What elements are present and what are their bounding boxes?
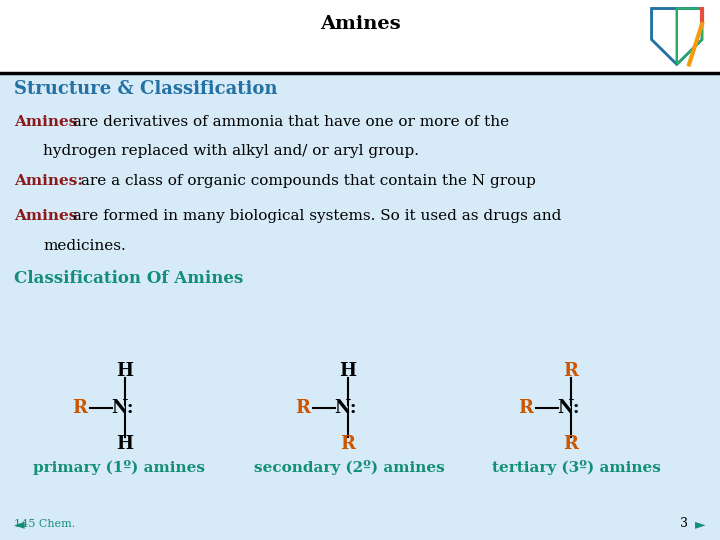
Text: ◄: ◄: [14, 517, 25, 531]
Text: N:: N:: [334, 399, 357, 417]
Text: secondary (2º) amines: secondary (2º) amines: [254, 460, 444, 475]
Text: R: R: [72, 399, 86, 417]
Text: R: R: [564, 435, 578, 454]
Text: N:: N:: [111, 399, 134, 417]
Text: H: H: [116, 362, 133, 380]
Text: are a class of organic compounds that contain the N group: are a class of organic compounds that co…: [76, 174, 536, 188]
Text: R: R: [518, 399, 533, 417]
Text: R: R: [341, 435, 355, 454]
Text: 1957: 1957: [25, 53, 47, 63]
Text: Classification Of Amines: Classification Of Amines: [14, 269, 243, 287]
Text: R: R: [564, 362, 578, 380]
Text: N:: N:: [557, 399, 580, 417]
Text: are formed in many biological systems. So it used as drugs and: are formed in many biological systems. S…: [68, 209, 562, 223]
FancyBboxPatch shape: [0, 0, 720, 73]
Text: R: R: [295, 399, 310, 417]
Text: 🌴: 🌴: [31, 24, 41, 42]
Text: hydrogen replaced with alkyl and/ or aryl group.: hydrogen replaced with alkyl and/ or ary…: [43, 144, 419, 158]
Text: H: H: [116, 435, 133, 454]
Text: H: H: [339, 362, 356, 380]
Text: tertiary (3º) amines: tertiary (3º) amines: [492, 460, 660, 475]
Text: Amines: Amines: [320, 15, 400, 33]
Text: Amines: Amines: [14, 114, 78, 129]
Text: 145 Chem.: 145 Chem.: [14, 519, 76, 529]
Text: medicines.: medicines.: [43, 239, 126, 253]
Text: primary (1º) amines: primary (1º) amines: [33, 460, 204, 475]
Text: Amines:: Amines:: [14, 174, 84, 188]
Text: are derivatives of ammonia that have one or more of the: are derivatives of ammonia that have one…: [68, 114, 510, 129]
Text: Amines: Amines: [14, 209, 78, 223]
Text: Structure & Classification: Structure & Classification: [14, 80, 278, 98]
Text: 3: 3: [680, 517, 688, 530]
Text: ►: ►: [695, 517, 706, 531]
